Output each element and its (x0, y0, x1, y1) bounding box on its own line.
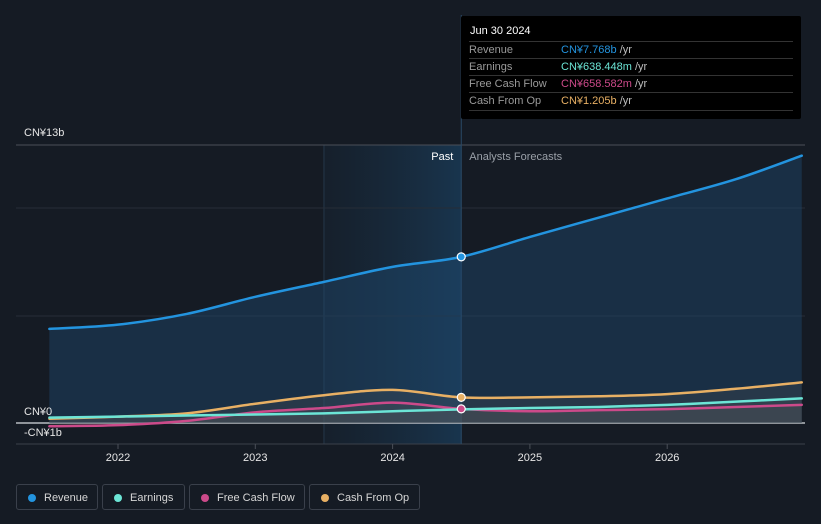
x-tick-label: 2024 (380, 452, 404, 464)
area-revenue (49, 155, 802, 423)
tooltip-date: Jun 30 2024 (470, 25, 531, 37)
area-free-cash-flow (49, 402, 802, 427)
tooltip-label: Revenue (469, 44, 514, 56)
free-cash-flow-dot-icon (201, 494, 209, 502)
tooltip-divider (469, 110, 793, 111)
area-cash-from-op (49, 382, 802, 423)
past-label: Past (431, 151, 453, 163)
tooltip-row-cash-from-op: Cash From Op CN¥1.205b /yr (469, 92, 793, 110)
tooltip-value: CN¥1.205b /yr (561, 95, 632, 107)
marker-cash-from-op (456, 392, 466, 402)
forecast-label: Analysts Forecasts (469, 151, 562, 163)
x-tick-label: 2026 (655, 452, 679, 464)
y-axis-label: -CN¥1b (24, 427, 62, 439)
series-line-cash-from-op (48, 381, 804, 420)
x-tick-label: 2025 (518, 452, 542, 464)
series-line-earnings (48, 397, 804, 419)
tooltip-row-revenue: Revenue CN¥7.768b /yr (469, 41, 793, 59)
tooltip-label: Earnings (469, 61, 513, 73)
series-line-free-cash-flow (48, 401, 804, 428)
marker-free-cash-flow (456, 404, 466, 414)
cash-from-op-dot-icon (321, 494, 329, 502)
tooltip: Jun 30 2024 Revenue CN¥7.768b /yr Earnin… (461, 16, 801, 119)
earnings-dot-icon (114, 494, 122, 502)
y-axis-label: CN¥13b (24, 127, 64, 139)
tooltip-label: Free Cash Flow (469, 78, 547, 90)
tooltip-row-earnings: Earnings CN¥638.448m /yr (469, 58, 793, 76)
x-tick-label: 2023 (243, 452, 267, 464)
tooltip-value: CN¥638.448m /yr (561, 61, 648, 73)
tooltip-row-free-cash-flow: Free Cash Flow CN¥658.582m /yr (469, 75, 793, 93)
legend-item-cash-from-op[interactable]: Cash From Op (309, 484, 420, 510)
tooltip-value: CN¥7.768b /yr (561, 44, 632, 56)
x-tick-label: 2022 (106, 452, 130, 464)
legend-item-free-cash-flow[interactable]: Free Cash Flow (189, 484, 305, 510)
tooltip-value: CN¥658.582m /yr (561, 78, 648, 90)
revenue-dot-icon (28, 494, 36, 502)
series-line-revenue (48, 154, 804, 331)
legend-item-revenue[interactable]: Revenue (16, 484, 98, 510)
y-axis-label: CN¥0 (24, 406, 52, 418)
marker-revenue (456, 252, 466, 262)
legend-item-earnings[interactable]: Earnings (102, 484, 185, 510)
tooltip-label: Cash From Op (469, 95, 542, 107)
